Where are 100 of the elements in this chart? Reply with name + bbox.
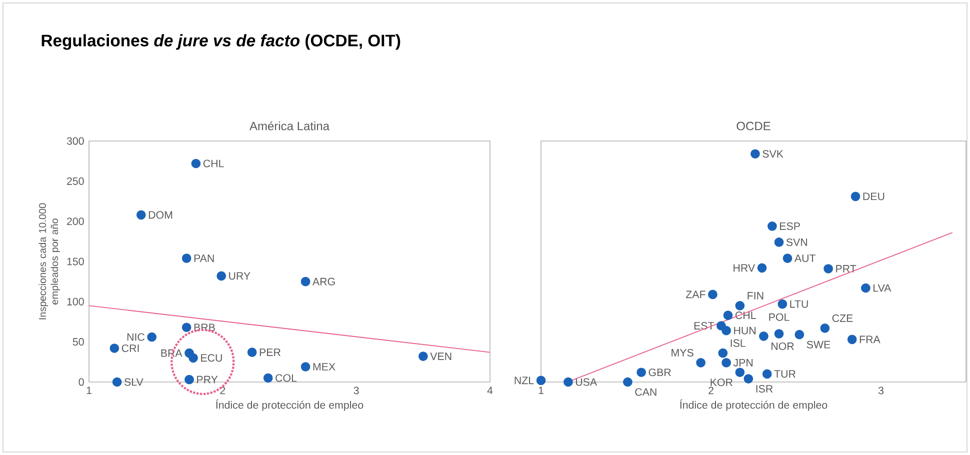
point (782, 254, 792, 263)
data-label: FIN (748, 292, 764, 300)
point (188, 353, 198, 363)
point (247, 348, 257, 357)
data-label: SLV (124, 378, 144, 386)
data-label: JPN (733, 359, 753, 366)
y-tick-label: 300 (66, 137, 84, 145)
data-label: HUN (734, 326, 756, 334)
point (735, 368, 745, 378)
point (263, 373, 273, 383)
data-label: NOR (772, 342, 794, 350)
point (723, 310, 733, 320)
data-label: SVK (762, 150, 784, 158)
point (184, 374, 194, 384)
x-tick-label: 1 (86, 386, 92, 394)
point (708, 290, 718, 300)
data-label: CHL (203, 160, 224, 168)
y-tick-label: 250 (67, 177, 84, 185)
point (847, 334, 857, 344)
point (536, 376, 546, 386)
chart-subtitle: OCDE (736, 122, 770, 130)
data-label: CAN (635, 388, 656, 396)
y-tick-label: 50 (72, 338, 84, 346)
data-label: CZE (832, 314, 853, 322)
y-tick-label: 150 (67, 258, 84, 266)
point (191, 158, 201, 168)
point (623, 377, 632, 387)
data-label: DOM (148, 211, 172, 219)
data-label: ZAF (686, 290, 706, 298)
point (110, 344, 120, 353)
data-label: LTU (790, 300, 808, 308)
data-label: NZL (514, 376, 534, 384)
data-label: FRA (860, 336, 880, 344)
data-label: TUR (774, 370, 796, 378)
point (182, 322, 192, 332)
data-label: ECU (201, 354, 222, 362)
point (768, 221, 777, 231)
data-label: SVN (786, 238, 808, 246)
data-label: SWE (806, 340, 830, 348)
point (774, 329, 784, 338)
data-label: COL (276, 374, 297, 382)
data-label: EST (694, 322, 714, 330)
chart-subtitle: América Latina (250, 121, 330, 130)
x-tick-label: 3 (878, 386, 884, 394)
point (300, 276, 310, 286)
point (722, 358, 731, 368)
point (750, 149, 760, 159)
x-axis-title: Índice de protección de empleo (216, 399, 364, 411)
point (722, 326, 731, 336)
data-label: MYS (672, 348, 694, 356)
point (861, 283, 870, 293)
x-tick-label: 1 (538, 386, 544, 394)
data-label: PER (260, 348, 280, 356)
data-label: ARG (312, 278, 335, 286)
point (300, 362, 310, 372)
x-tick-label: 2 (708, 386, 714, 394)
data-label: VEN (430, 352, 452, 360)
x-axis-title: Índice de protección de empleo (680, 399, 828, 411)
data-label: USA (576, 378, 598, 386)
data-label: PRT (836, 265, 856, 272)
x-tick-label: 4 (487, 386, 493, 394)
point (735, 301, 745, 310)
y-tick-label: 200 (67, 218, 84, 226)
chart-title: Regulaciones de jure vs de facto (OCDE, OIT) (42, 34, 400, 50)
point (774, 238, 784, 247)
point (850, 192, 860, 202)
x-tick-label: 3 (354, 386, 359, 394)
data-label: DEU (863, 192, 884, 200)
data-label: KOR (710, 378, 732, 386)
point (820, 324, 830, 333)
data-label: POL (769, 313, 790, 321)
data-label: ISR (756, 385, 773, 393)
point (824, 264, 833, 274)
point (636, 368, 646, 378)
data-label: NIC (127, 333, 144, 341)
data-label: PAN (194, 254, 214, 262)
y-tick-label: 0 (78, 378, 84, 386)
data-label: HRV (734, 264, 756, 272)
data-label: URY (229, 272, 250, 280)
point (759, 332, 768, 341)
point (744, 374, 754, 384)
point (564, 377, 573, 387)
data-label: LVA (874, 284, 892, 292)
point (182, 254, 192, 263)
point (718, 348, 728, 358)
data-label: PRY (197, 376, 218, 384)
point (794, 330, 804, 340)
data-label: CRI (122, 344, 139, 352)
data-label: ESP (780, 222, 800, 230)
point (147, 332, 156, 342)
point (778, 299, 788, 309)
data-label: AUT (794, 254, 816, 262)
point (216, 271, 226, 281)
point (757, 263, 767, 273)
data-label: MEX (313, 363, 336, 370)
data-label: GBR (648, 368, 671, 376)
point (696, 358, 706, 368)
point (112, 377, 122, 387)
y-tick-label: 100 (67, 298, 84, 306)
data-label: ISL (730, 339, 746, 347)
